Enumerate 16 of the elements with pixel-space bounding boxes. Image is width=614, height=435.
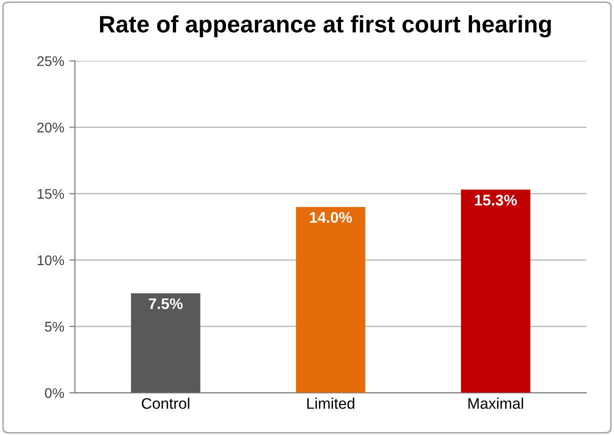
- y-tick-label: 10%: [38, 255, 64, 266]
- y-tick-label: 5%: [44, 322, 64, 332]
- data-label: 7.5%: [148, 298, 183, 310]
- x-tick-label: Limited: [307, 398, 354, 409]
- bar: [296, 206, 366, 393]
- bar: [131, 293, 200, 393]
- x-tick-label: Maximal: [468, 398, 524, 409]
- x-tick-label: Control: [142, 398, 190, 409]
- chart-title: Rate of appearance at first court hearing: [100, 15, 551, 38]
- y-tick-label: 15%: [38, 189, 64, 199]
- y-tick-label: 0%: [44, 388, 64, 398]
- y-tick-label: 20%: [37, 122, 64, 132]
- y-tick-label: 25%: [37, 56, 64, 66]
- data-label: 14.0%: [310, 212, 352, 223]
- bar: [460, 190, 530, 393]
- data-label: 15.3%: [474, 194, 517, 206]
